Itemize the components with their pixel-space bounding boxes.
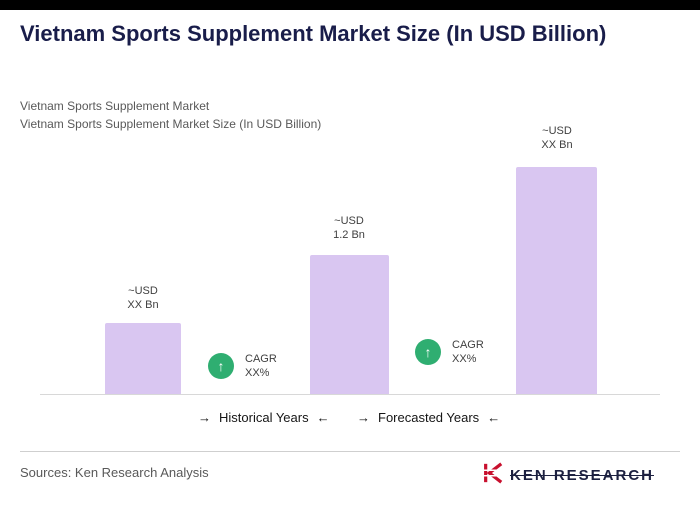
axis-zone-forecast: → Forecasted Years ← [357, 410, 500, 425]
chart-bar-historical [105, 323, 181, 395]
top-accent-bar [0, 0, 700, 10]
subtitle-line-2: Vietnam Sports Supplement Market Size (I… [20, 117, 322, 131]
ken-research-wordmark: KEN RESEARCH [509, 467, 654, 484]
ken-research-logo-icon [481, 462, 504, 489]
arrow-up-icon: ↑ [424, 344, 432, 360]
axis-zone-label: Historical Years [219, 410, 309, 425]
cagr-text: CAGR XX% [245, 353, 277, 379]
subtitle-line-1: Vietnam Sports Supplement Market [20, 99, 210, 113]
cagr-up-badge: ↑ [208, 353, 234, 379]
left-arrow-icon: ← [316, 410, 330, 425]
arrow-up-icon: ↑ [217, 358, 225, 374]
bar-value-label: ~USD XX Bn [541, 125, 573, 151]
cagr-up-badge: ↑ [415, 339, 441, 365]
axis-zone-historical: → Historical Years ← [198, 410, 330, 425]
chart-bar-forecast [516, 167, 597, 395]
cagr-text: CAGR XX% [452, 339, 484, 365]
right-arrow-icon: → [357, 410, 370, 425]
cagr-annotation: ↑ CAGR XX% [415, 338, 484, 366]
left-arrow-icon: ← [487, 410, 501, 425]
page-title: Vietnam Sports Supplement Market Size (I… [20, 21, 607, 46]
footer-divider [20, 451, 680, 452]
axis-zone-label: Forecasted Years [378, 410, 480, 425]
right-arrow-icon: → [198, 410, 211, 425]
sources-text: Sources: Ken Research Analysis [20, 465, 209, 480]
bar-value-label: ~USD XX Bn [127, 285, 159, 311]
ken-research-logo: KEN RESEARCH [481, 462, 654, 489]
x-axis-line [40, 394, 660, 395]
chart-bar-middle [310, 255, 389, 395]
bar-value-label: ~USD 1.2 Bn [333, 215, 365, 241]
cagr-annotation: ↑ CAGR XX% [208, 352, 277, 380]
